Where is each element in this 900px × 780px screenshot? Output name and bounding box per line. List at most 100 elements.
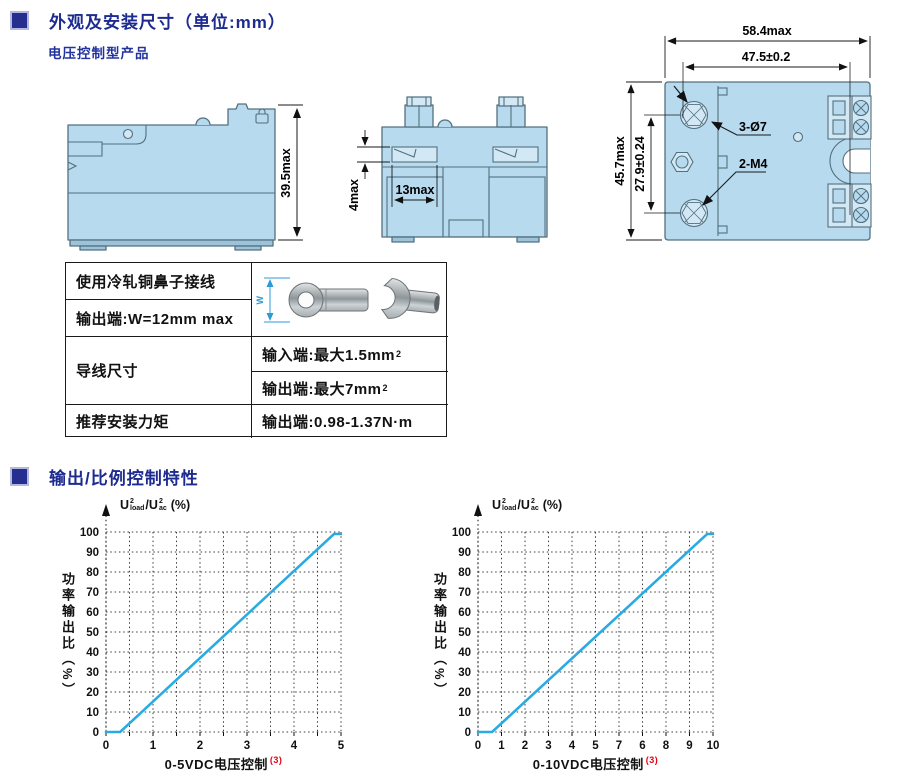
formula-sup: 2	[502, 498, 506, 505]
x-tick-label: 4	[569, 740, 576, 752]
y-tick-label: 0	[465, 727, 471, 739]
y-tick-label: 80	[458, 567, 471, 579]
y-tick-label: 100	[452, 527, 471, 539]
y-tick-label: 20	[458, 687, 471, 699]
output-title: 输出/比例控制特性	[49, 469, 199, 488]
product-type-subtitle: 电压控制型产品	[48, 46, 150, 61]
dim-width-front: 13max	[396, 183, 435, 197]
dim-height-side: 39.5max	[279, 148, 293, 197]
y-tick-label: 70	[458, 587, 471, 599]
caption-footnote: (3)	[645, 755, 659, 765]
cell-wire-label: 导线尺寸	[66, 336, 251, 404]
x-tick-label: 5	[592, 740, 599, 752]
dim-hole-span: 47.5±0.2	[742, 50, 791, 64]
y-tick-label: 50	[458, 627, 471, 639]
wire-output-sup: 2	[382, 383, 389, 393]
x-tick-label: 1	[150, 740, 157, 752]
cell-lug-note: 使用冷轧铜鼻子接线	[76, 273, 216, 291]
formula-slash: /	[517, 498, 521, 513]
terminal-lug-photo: W	[256, 277, 440, 322]
x-tick-label: 7	[616, 740, 622, 752]
y-tick-label: 30	[86, 667, 99, 679]
data-line	[476, 532, 715, 734]
x-tick-label: 0	[475, 740, 481, 752]
chart-0-5vdc: 功率输出比（%） U 2 load / U 2 ac (%) 0 10 20 30 40 50…	[44, 498, 404, 775]
y-axis-label: 功率输出比（%）	[432, 572, 447, 699]
x-tick-label: 9	[686, 740, 692, 752]
formula-sub: ac	[530, 505, 539, 513]
formula-suffix: (%)	[542, 498, 563, 513]
formula-sub: load	[502, 505, 517, 513]
dim-overall-height: 45.7max	[613, 136, 627, 185]
formula-sup: 2	[130, 498, 134, 505]
top-view-drawing: 58.4max 47.5±0.2 45.7max 27.9±0.24 3-Ø7 …	[613, 24, 872, 241]
data-line	[104, 532, 343, 734]
x-tick-label: 6	[639, 740, 645, 752]
dim-clamp-front: 4max	[347, 179, 361, 211]
chart-caption: 0-10VDC电压控制 (3)	[478, 754, 713, 773]
y-tick-label: 40	[458, 647, 471, 659]
wire-output-text: 输出端:最大7mm	[262, 380, 382, 398]
y-tick-label: 30	[458, 667, 471, 679]
formula-sup: 2	[530, 498, 535, 505]
cell-wire-output: 输出端:最大7mm 2	[251, 371, 448, 404]
section-dimensions-header: 外观及安装尺寸（单位:mm）	[10, 8, 286, 33]
caption-footnote: (3)	[269, 755, 283, 765]
caption-text: 0-10VDC电压控制	[532, 757, 644, 772]
x-tick-label: 0	[103, 740, 109, 752]
chart-plot: 0 10 20 30 40 50 60 70 80 90 100 0 1 2 3 4 5	[80, 504, 345, 752]
formula-base: U	[148, 498, 158, 513]
fork-lug-image	[380, 277, 440, 319]
x-tick-label: 1	[498, 740, 505, 752]
w-dimension-label: W	[256, 295, 265, 304]
x-tick-label: 3	[244, 740, 250, 752]
y-axis-formula: U 2 load / U 2 ac (%)	[120, 498, 190, 513]
section-bullet-icon	[10, 11, 29, 30]
ring-lug-image	[288, 282, 369, 317]
section-bullet-icon	[10, 467, 29, 486]
y-tick-label: 80	[86, 567, 99, 579]
wire-input-text: 输入端:最大1.5mm	[262, 346, 396, 364]
y-tick-label: 60	[86, 607, 99, 619]
x-tick-label: 2	[522, 740, 528, 752]
y-tick-label: 100	[80, 527, 99, 539]
y-tick-label: 10	[86, 707, 99, 719]
y-tick-label: 0	[93, 727, 99, 739]
side-view-drawing: 39.5max	[67, 103, 303, 251]
y-axis-arrow-icon	[102, 504, 110, 516]
cell-lug-width: 输出端:W=12mm max	[66, 299, 251, 336]
label-mount-holes: 3-Ø7	[739, 120, 767, 134]
y-tick-label: 90	[458, 547, 471, 559]
dimensions-title: 外观及安装尺寸（单位:mm）	[49, 13, 286, 32]
y-tick-label: 50	[86, 627, 99, 639]
cell-torque-value: 输出端:0.98-1.37N·m	[251, 404, 448, 438]
chart-plot: 0 10 20 30 40 50 60 70 80 90 100 0 1 2 3 4 5 7 6 8 9 10	[452, 504, 720, 752]
x-tick-label: 3	[545, 740, 551, 752]
y-axis-label: 功率输出比（%）	[60, 572, 75, 699]
formula-base: U	[492, 498, 502, 513]
front-view-drawing: 4max 13max	[347, 96, 548, 243]
y-tick-label: 60	[458, 607, 471, 619]
formula-sup: 2	[158, 498, 163, 505]
chart-caption: 0-5VDC电压控制 (3)	[106, 754, 341, 773]
label-thread: 2-M4	[739, 157, 768, 171]
x-tick-label: 10	[707, 740, 720, 752]
caption-text: 0-5VDC电压控制	[164, 757, 268, 772]
y-tick-label: 10	[458, 707, 471, 719]
x-tick-label: 5	[338, 740, 345, 752]
lock-icon	[255, 113, 269, 124]
chart-0-10vdc: 功率输出比（%） U 2 load / U 2 ac (%) 0 10 20 30 40 50…	[416, 498, 776, 775]
formula-suffix: (%)	[170, 498, 191, 513]
y-tick-label: 70	[86, 587, 99, 599]
dim-hole-vspan: 27.9±0.24	[633, 136, 647, 192]
cell-wire-input: 输入端:最大1.5mm 2	[251, 336, 448, 371]
x-tick-label: 8	[663, 740, 670, 752]
cell-torque-label: 推荐安装力矩	[66, 404, 251, 438]
formula-sub: load	[130, 505, 145, 513]
section-output-header: 输出/比例控制特性	[10, 464, 199, 489]
y-axis-formula: U 2 load / U 2 ac (%)	[492, 498, 562, 513]
formula-sub: ac	[158, 505, 167, 513]
wire-input-sup: 2	[396, 349, 402, 359]
formula-base: U	[120, 498, 130, 513]
